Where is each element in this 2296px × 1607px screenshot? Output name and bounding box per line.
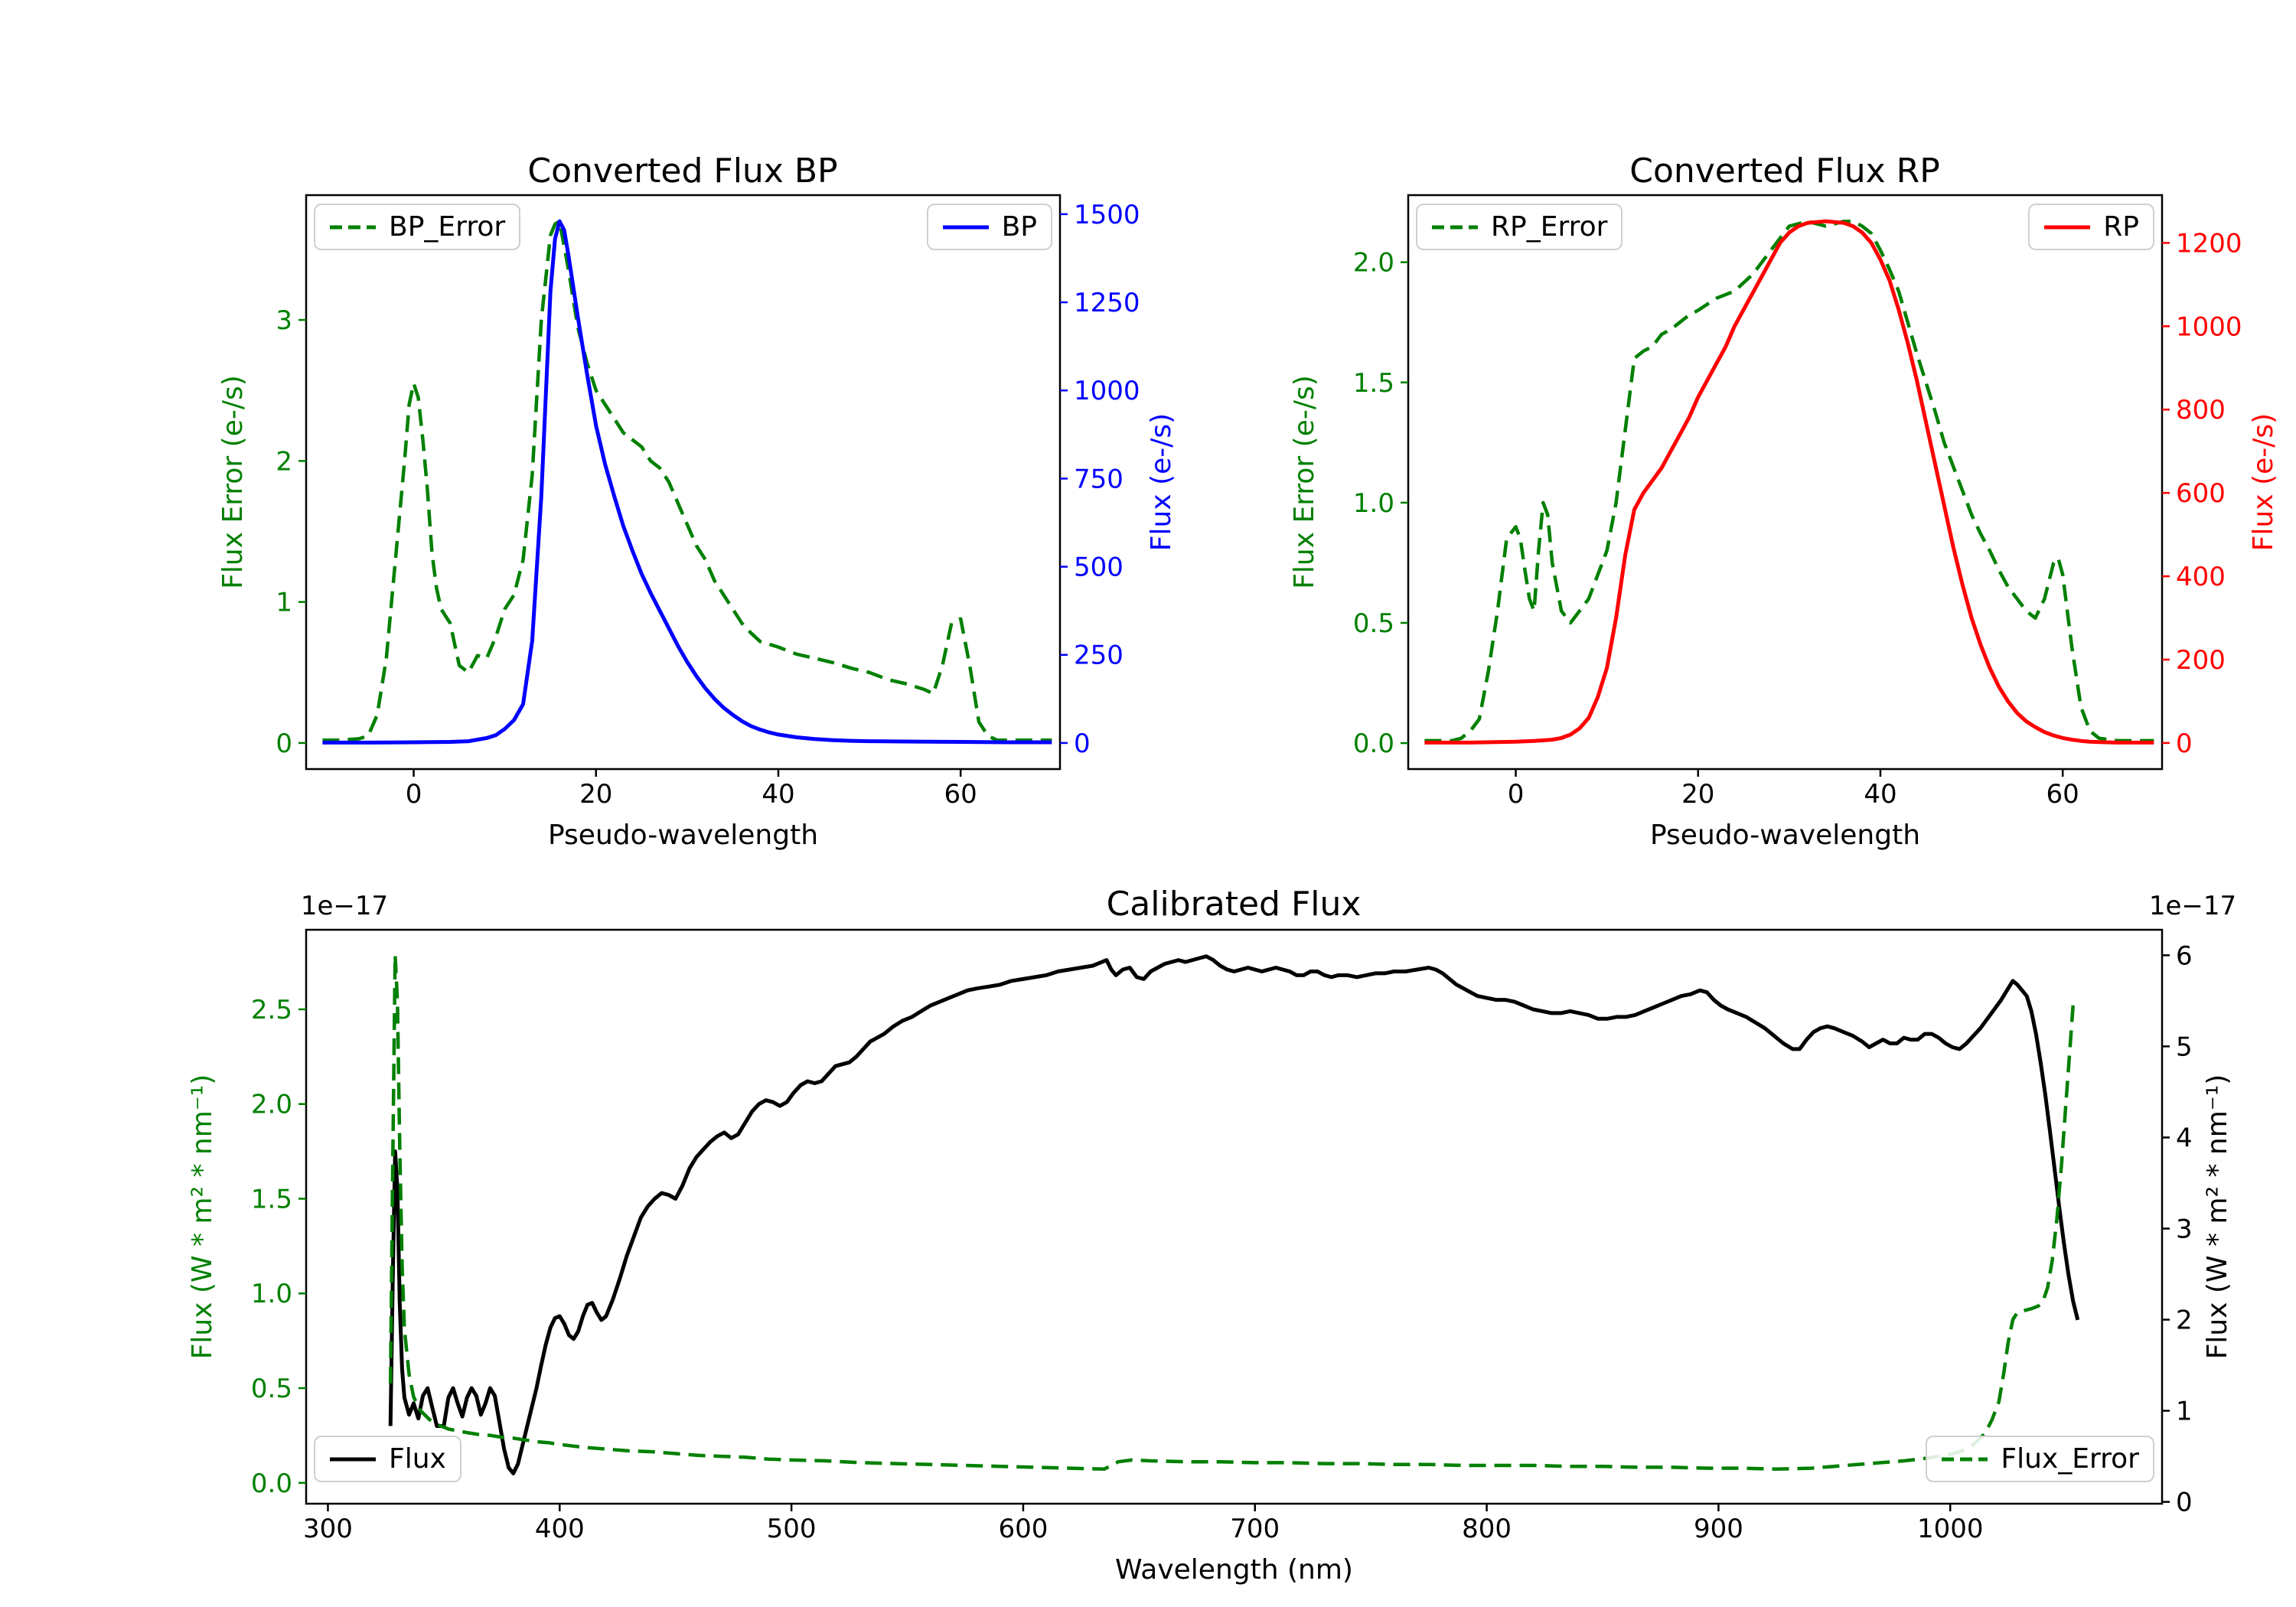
- solid-line-sample-icon: [330, 1457, 376, 1461]
- legend-label-flux-error: Flux_Error: [2001, 1443, 2139, 1475]
- right-tick-label: 800: [2176, 395, 2226, 425]
- x-tick-label: 40: [1864, 779, 1896, 810]
- chart-rp-title: Converted Flux RP: [1629, 152, 1940, 191]
- right-tick-label: 6: [2176, 940, 2193, 971]
- x-tick-label: 300: [303, 1514, 353, 1544]
- dashed-line-sample-icon: [330, 225, 376, 229]
- right-tick-label: 2: [2176, 1305, 2193, 1336]
- left-tick-label: 0.5: [251, 1374, 292, 1404]
- left-axis-label: Flux (W * m² * nm⁻¹): [187, 1074, 218, 1360]
- right-axis-label: Flux (e-/s): [1146, 413, 1177, 551]
- legend-bp-error: BP_Error: [314, 204, 521, 250]
- left-tick-label: 0.5: [1353, 608, 1394, 639]
- chart-3-plot-area: 300 400 500 600 700 800 900 1000 Wavelength (nm)…: [187, 891, 2236, 1586]
- legend-label-bp-error: BP_Error: [389, 211, 506, 243]
- dashed-line-sample-icon: [1942, 1457, 1988, 1461]
- axes-frame: [305, 194, 1062, 771]
- legend-flux: Flux: [314, 1436, 461, 1482]
- left-axis-label: Flux Error (e-/s): [217, 375, 249, 589]
- left-tick-label: 2.0: [1353, 248, 1394, 279]
- legend-label-flux: Flux: [389, 1443, 446, 1475]
- chart-bp-title: Converted Flux BP: [527, 152, 838, 191]
- right-tick-label: 1000: [2176, 311, 2242, 342]
- right-tick-label: 250: [1074, 641, 1124, 671]
- solid-line-sample-icon: [942, 225, 989, 229]
- x-tick-label: 60: [2047, 779, 2079, 810]
- right-tick-label: 1000: [1074, 376, 1140, 406]
- x-tick-label: 700: [1230, 1514, 1280, 1544]
- x-tick-label: 900: [1694, 1514, 1743, 1544]
- legend-rp: RP: [2028, 204, 2154, 250]
- axes-frame: [305, 928, 2164, 1505]
- legend-bp: BP: [926, 204, 1052, 250]
- right-axis-label: Flux (W * m² * nm⁻¹): [2202, 1074, 2233, 1360]
- right-tick-label: 400: [2176, 562, 2226, 592]
- right-tick-label: 4: [2176, 1123, 2193, 1153]
- left-tick-label: 2.5: [251, 995, 292, 1025]
- x-axis-label: Wavelength (nm): [1115, 1554, 1353, 1586]
- legend-label-rp: RP: [2103, 211, 2139, 243]
- right-tick-label: 5: [2176, 1032, 2193, 1062]
- legend-label-bp: BP: [1001, 211, 1037, 243]
- chart-calibrated-title: Calibrated Flux: [1106, 885, 1362, 924]
- legend-label-rp-error: RP_Error: [1491, 211, 1608, 243]
- x-tick-label: 60: [944, 779, 977, 810]
- left-tick-label: 3: [276, 305, 292, 336]
- legend-flux-error: Flux_Error: [1926, 1436, 2154, 1482]
- chart-1-plot-area: 0 20 40 60 Pseudo-wavelength 0 1 2 3 Flux Error (…: [217, 194, 1177, 851]
- x-tick-label: 600: [998, 1514, 1048, 1544]
- left-axis-offset-text: 1e−17: [301, 891, 388, 921]
- left-tick-label: 1: [276, 588, 292, 618]
- x-tick-label: 0: [1508, 779, 1525, 810]
- x-tick-label: 0: [406, 779, 422, 810]
- x-tick-label: 20: [579, 779, 612, 810]
- x-tick-label: 40: [762, 779, 794, 810]
- left-tick-label: 0.0: [251, 1468, 292, 1499]
- left-tick-label: 0: [276, 729, 292, 759]
- x-tick-label: 400: [535, 1514, 585, 1544]
- x-tick-label: 1000: [1917, 1514, 1984, 1544]
- right-tick-label: 600: [2176, 478, 2226, 509]
- left-tick-label: 2.0: [251, 1090, 292, 1120]
- right-tick-label: 200: [2176, 645, 2226, 676]
- right-tick-label: 0: [2176, 1488, 2193, 1518]
- x-tick-label: 500: [767, 1514, 817, 1544]
- solid-line-sample-icon: [2044, 225, 2091, 229]
- left-tick-label: 2: [276, 446, 292, 477]
- flux_error-line: [388, 953, 2075, 1472]
- left-tick-label: 1.5: [251, 1184, 292, 1214]
- x-tick-label: 800: [1462, 1514, 1512, 1544]
- flux-line: [388, 954, 2080, 1475]
- x-tick-label: 20: [1681, 779, 1714, 810]
- axes-frame: [1407, 194, 2164, 771]
- right-tick-label: 0: [1074, 729, 1091, 759]
- legend-rp-error: RP_Error: [1416, 204, 1623, 250]
- chart-2-plot-area: 0 20 40 60 Pseudo-wavelength 0.0 0.5 1.0 1.5 2.0 F…: [1289, 194, 2279, 851]
- left-tick-label: 1.0: [251, 1279, 292, 1309]
- right-tick-label: 0: [2176, 729, 2193, 759]
- left-tick-label: 0.0: [1353, 729, 1394, 759]
- left-tick-label: 1.0: [1353, 488, 1394, 519]
- right-tick-label: 1200: [2176, 228, 2242, 259]
- right-axis-offset-text: 1e−17: [2149, 891, 2236, 921]
- right-tick-label: 3: [2176, 1214, 2193, 1244]
- right-axis-label: Flux (e-/s): [2248, 413, 2279, 551]
- x-axis-label: Pseudo-wavelength: [1650, 820, 1920, 851]
- bp_error-line: [322, 219, 1052, 742]
- rp-line: [1424, 219, 2154, 745]
- right-tick-label: 1: [2176, 1397, 2193, 1427]
- right-tick-label: 750: [1074, 464, 1124, 494]
- right-tick-label: 1500: [1074, 200, 1140, 230]
- left-tick-label: 1.5: [1353, 368, 1394, 399]
- rp_error-line: [1424, 219, 2154, 743]
- dashed-line-sample-icon: [1432, 225, 1478, 229]
- x-axis-label: Pseudo-wavelength: [548, 820, 818, 851]
- right-tick-label: 500: [1074, 553, 1124, 583]
- right-tick-label: 1250: [1074, 288, 1140, 318]
- left-axis-label: Flux Error (e-/s): [1289, 375, 1320, 589]
- bp-line: [322, 219, 1052, 745]
